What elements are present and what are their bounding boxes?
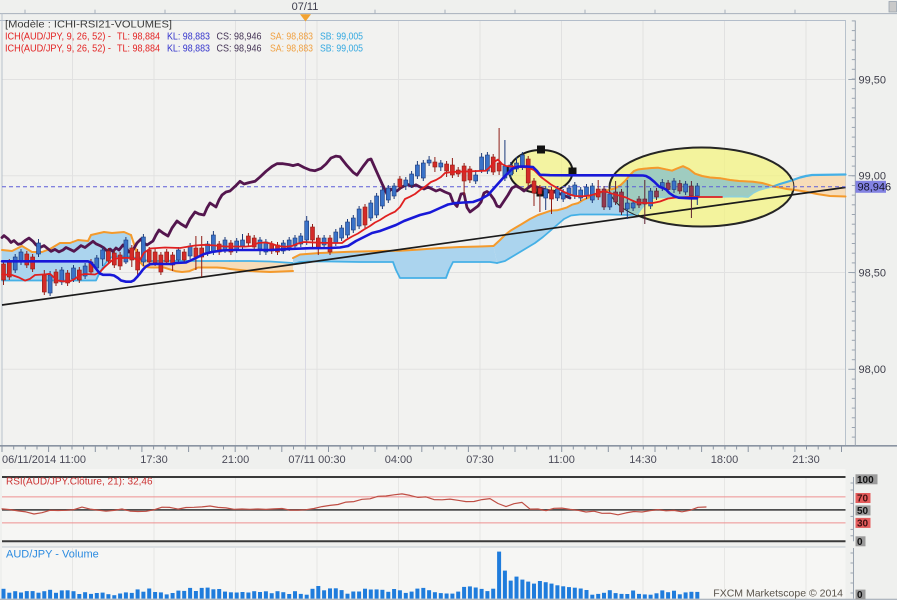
svg-text:[Modèle : ICHI-RSI21-VOLUMES]: [Modèle : ICHI-RSI21-VOLUMES]	[5, 19, 172, 31]
svg-text:11:00: 11:00	[548, 454, 575, 466]
svg-text:TL: 98,884: TL: 98,884	[117, 31, 160, 43]
svg-text:ICH(AUD/JPY, 9, 26, 52) -: ICH(AUD/JPY, 9, 26, 52) -	[5, 43, 111, 55]
svg-text:06/11/2014 11:00: 06/11/2014 11:00	[2, 454, 86, 466]
svg-text:99,50: 99,50	[859, 75, 887, 87]
svg-text:0: 0	[857, 537, 863, 548]
svg-text:SB: 99,005: SB: 99,005	[320, 31, 363, 43]
svg-text:CS: 98,946: CS: 98,946	[217, 43, 262, 55]
svg-text:SB: 99,005: SB: 99,005	[320, 43, 363, 55]
svg-text:98,50: 98,50	[859, 268, 887, 280]
svg-text:98,946: 98,946	[858, 182, 892, 194]
svg-text:50: 50	[857, 506, 869, 517]
svg-text:AUD/JPY - Volume: AUD/JPY - Volume	[6, 549, 99, 561]
svg-text:CS: 98,946: CS: 98,946	[217, 31, 262, 43]
svg-text:RSI(AUD/JPY.Clôture, 21): 32,4: RSI(AUD/JPY.Clôture, 21): 32,46	[6, 477, 153, 488]
svg-text:FXCM Marketscope © 2014: FXCM Marketscope © 2014	[713, 588, 843, 600]
svg-text:17:30: 17:30	[140, 454, 168, 466]
svg-text:SA: 98,883: SA: 98,883	[270, 31, 313, 43]
svg-text:14:30: 14:30	[629, 454, 657, 466]
svg-text:21:00: 21:00	[222, 454, 250, 466]
svg-text:KL: 98,883: KL: 98,883	[167, 43, 210, 55]
svg-text:07/11: 07/11	[292, 1, 319, 13]
svg-text:30: 30	[857, 519, 869, 530]
svg-text:ICH(AUD/JPY, 9, 26, 52) -: ICH(AUD/JPY, 9, 26, 52) -	[5, 31, 111, 43]
svg-text:99,00: 99,00	[859, 171, 887, 183]
svg-text:KL: 98,883: KL: 98,883	[167, 31, 210, 43]
svg-text:98,00: 98,00	[859, 364, 887, 376]
svg-text:07:30: 07:30	[466, 454, 494, 466]
svg-text:21:30: 21:30	[792, 454, 820, 466]
svg-text:TL: 98,884: TL: 98,884	[117, 43, 160, 55]
svg-text:18:00: 18:00	[711, 454, 739, 466]
svg-text:100: 100	[857, 475, 874, 486]
svg-text:04:00: 04:00	[385, 454, 413, 466]
svg-text:07/11 00:30: 07/11 00:30	[288, 454, 345, 466]
svg-text:0: 0	[857, 590, 863, 600]
svg-text:SA: 98,883: SA: 98,883	[270, 43, 313, 55]
svg-text:70: 70	[857, 494, 869, 505]
